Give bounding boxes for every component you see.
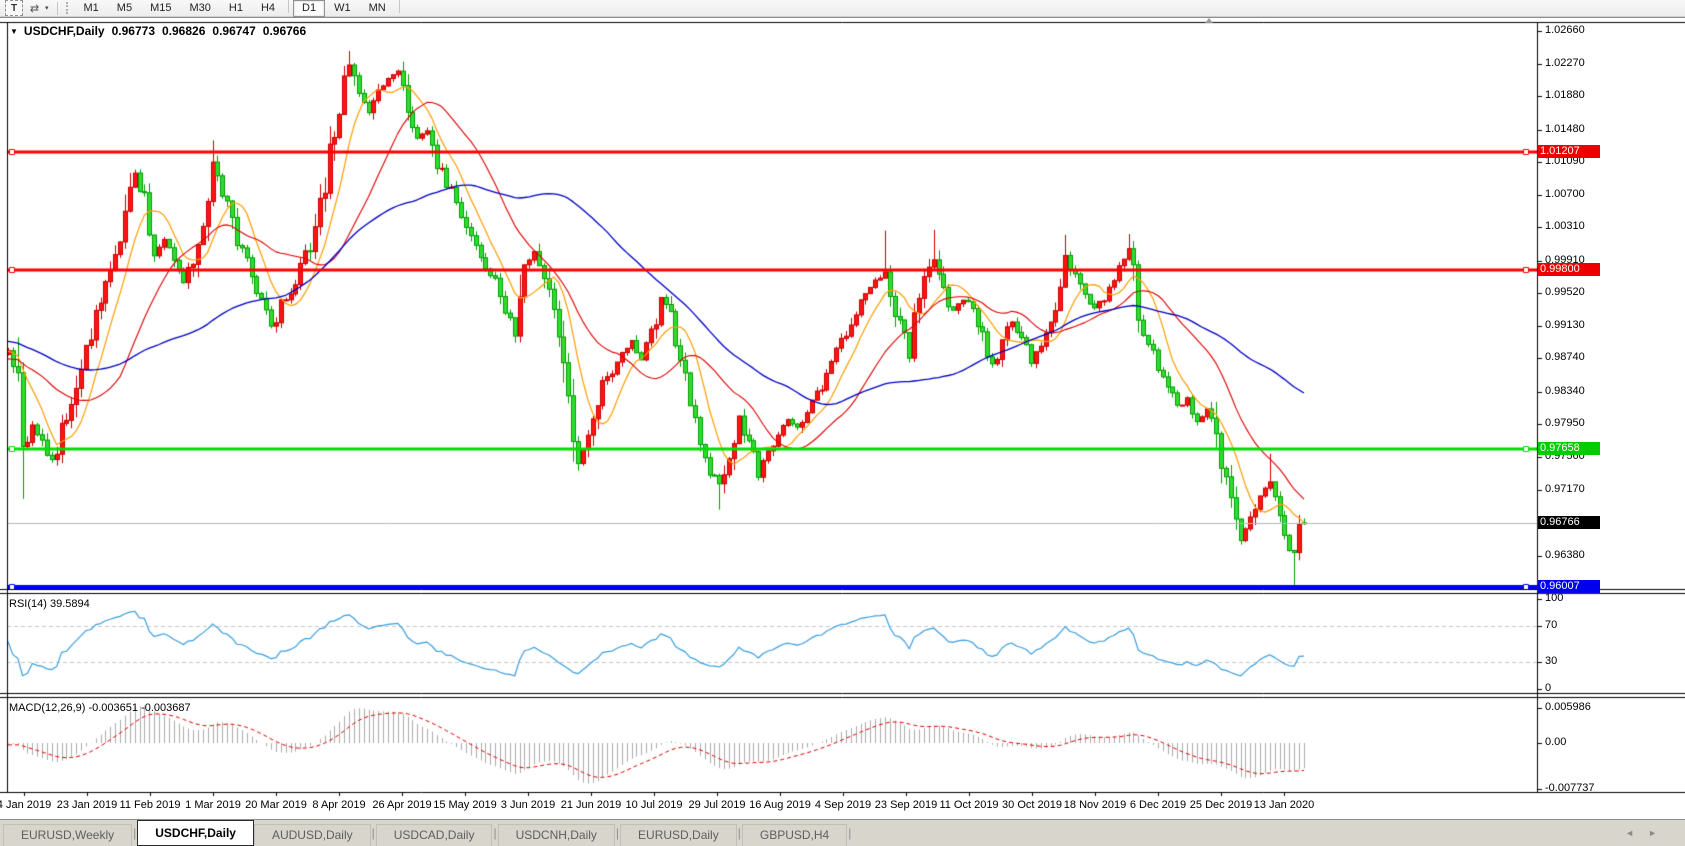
price-axis-tick: 1.01480: [1545, 122, 1585, 135]
price-axis-tick: 0.99910: [1545, 253, 1585, 266]
rsi-axis-tick: 100: [1545, 592, 1564, 604]
timeframe-button-W1[interactable]: W1: [334, 1, 351, 14]
price-axis-tick: 0.99520: [1545, 286, 1585, 299]
date-axis-label: 11 Oct 2019: [939, 799, 999, 811]
date-axis-label: 13 Jan 2020: [1253, 799, 1315, 811]
date-axis-label: 30 Oct 2019: [1002, 799, 1062, 811]
date-axis-label: 18 Nov 2019: [1063, 799, 1127, 811]
tab-scroll-arrows[interactable]: ◄►: [1625, 828, 1671, 838]
text-tool-button[interactable]: T: [5, 0, 23, 16]
tab-separator: |: [133, 826, 137, 840]
chart-tab-EURUSD-Daily[interactable]: EURUSD,Daily: [620, 824, 737, 846]
axis-price-badge-1.01207: 1.01207: [1538, 145, 1600, 159]
macd-axis-tick: 0.005986: [1545, 700, 1591, 713]
chevron-down-icon[interactable]: ▾: [45, 5, 49, 12]
price-axis-tick: 0.97170: [1545, 482, 1585, 495]
ohlc-low: 0.96747: [212, 24, 256, 38]
price-axis-tick: 0.98740: [1545, 351, 1585, 364]
date-axis-label: 20 Mar 2019: [245, 799, 307, 811]
date-axis-label: 1 Mar 2019: [185, 799, 241, 811]
toolbar-separator: [288, 0, 290, 13]
date-axis-label: 11 Feb 2019: [119, 799, 181, 811]
date-axis-label: 6 Dec 2019: [1129, 799, 1187, 811]
date-axis-label: 3 Jun 2019: [500, 799, 556, 811]
chart-tab-USDCNH-Daily[interactable]: USDCNH,Daily: [497, 824, 615, 846]
timeframe-button-M15[interactable]: M15: [150, 1, 172, 14]
date-axis-label: 25 Dec 2019: [1189, 799, 1253, 811]
rsi-axis-tick: 70: [1545, 619, 1558, 631]
toolbar-separator: [56, 1, 58, 15]
timeframe-button-M5[interactable]: M5: [116, 1, 133, 14]
axis-price-badge-0.97658: 0.97658: [1538, 441, 1600, 455]
tab-scroll-left-icon[interactable]: ◄: [1625, 828, 1649, 838]
rsi-indicator-label: RSI(14) 39.5894: [9, 598, 90, 610]
date-axis-label: 26 Apr 2019: [372, 799, 432, 811]
rsi-axis-tick: 0: [1545, 682, 1552, 694]
date-axis-label: 4 Jan 2019: [0, 799, 52, 811]
ohlc-high: 0.96826: [162, 24, 206, 38]
timeframe-button-H1[interactable]: H1: [228, 1, 243, 14]
tab-separator: |: [493, 826, 497, 840]
price-axis-tick: 1.00700: [1545, 187, 1585, 200]
price-axis-tick: 0.99130: [1545, 318, 1585, 331]
date-axis-label: 23 Sep 2019: [874, 799, 938, 811]
tab-separator: |: [848, 826, 852, 840]
date-axis-label: 16 Aug 2019: [749, 799, 811, 811]
price-axis-tick: 1.00310: [1545, 220, 1585, 233]
date-axis-label: 15 May 2019: [433, 799, 497, 811]
symbol-name: USDCHF,Daily: [23, 24, 105, 38]
timeframe-group: M1 M5 M15 M30 H1 H4 D1 W1 MN: [75, 0, 404, 17]
toolbar-separator: [398, 0, 400, 13]
chart-tab-AUDUSD-Daily[interactable]: AUDUSD,Daily: [253, 824, 371, 846]
chart-window: ▼ USDCHF,Daily 0.96773 0.96826 0.96747 0.9676…: [0, 17, 1685, 846]
ohlc-close: 0.96766: [262, 24, 307, 38]
date-axis-label: 23 Jan 2019: [56, 799, 118, 811]
timeframe-button-M1[interactable]: M1: [83, 1, 99, 14]
date-axis-label: 10 Jul 2019: [625, 799, 683, 811]
toolbar-grip[interactable]: [65, 2, 71, 14]
macd-axis-tick: -0.007737: [1545, 781, 1595, 794]
symbol-collapse-caret-icon[interactable]: ▼: [10, 27, 18, 36]
chart-tab-GBPUSD-H4[interactable]: GBPUSD,H4: [741, 824, 848, 846]
tab-separator: |: [371, 826, 375, 840]
timeframe-button-H4[interactable]: H4: [260, 1, 276, 14]
axis-price-badge-0.99800: 0.99800: [1538, 262, 1600, 276]
chart-tab-USDCAD-Daily[interactable]: USDCAD,Daily: [375, 824, 493, 846]
tab-separator: |: [737, 826, 741, 840]
tab-separator: |: [615, 826, 620, 840]
price-axis-tick: 0.97950: [1545, 417, 1585, 430]
rsi-axis-tick: 30: [1545, 655, 1558, 667]
price-axis-tick: 0.98340: [1545, 384, 1585, 397]
chart-shift-marker-icon[interactable]: [1205, 18, 1213, 23]
date-axis-label: 4 Sep 2019: [814, 799, 872, 811]
chart-tab-EURUSD-Weekly[interactable]: EURUSD,Weekly: [3, 824, 133, 846]
ohlc-open: 0.96773: [111, 24, 155, 38]
date-axis-label: 21 Jun 2019: [560, 799, 622, 811]
date-axis-label: 8 Apr 2019: [312, 799, 366, 811]
axis-price-badge-0.96766: 0.96766: [1538, 516, 1600, 530]
swap-arrows-icon[interactable]: ⇄: [29, 2, 39, 15]
price-axis-tick: 1.01880: [1545, 89, 1585, 102]
axis-price-badge-0.96007: 0.96007: [1538, 579, 1600, 593]
chart-tab-bar: EURUSD,Weekly | USDCHF,Daily AUDUSD,Daily | U…: [0, 819, 1685, 846]
toolbar: T ⇄ ▾ M1 M5 M15 M30 H1 H4 D1 W1 MN: [0, 0, 1685, 17]
chart-tab-USDCHF-Daily[interactable]: USDCHF,Daily: [137, 820, 254, 846]
timeframe-button-D1[interactable]: D1: [293, 0, 326, 17]
timeframe-button-M30[interactable]: M30: [189, 1, 211, 14]
price-axis-tick: 1.02270: [1545, 56, 1585, 69]
price-chart-canvas[interactable]: [0, 18, 1685, 846]
timeframe-button-MN[interactable]: MN: [368, 1, 386, 14]
price-axis-tick: 1.02660: [1545, 24, 1585, 36]
macd-indicator-label: MACD(12,26,9) -0.003651 -0.003687: [9, 702, 191, 714]
macd-axis-tick: 0.00: [1545, 736, 1567, 748]
price-axis-tick: 0.96380: [1545, 548, 1585, 561]
date-axis-label: 29 Jul 2019: [688, 799, 746, 811]
tab-scroll-right-icon[interactable]: ►: [1648, 828, 1671, 838]
chart-title: ▼ USDCHF,Daily 0.96773 0.96826 0.96747 0.9676…: [10, 24, 306, 38]
